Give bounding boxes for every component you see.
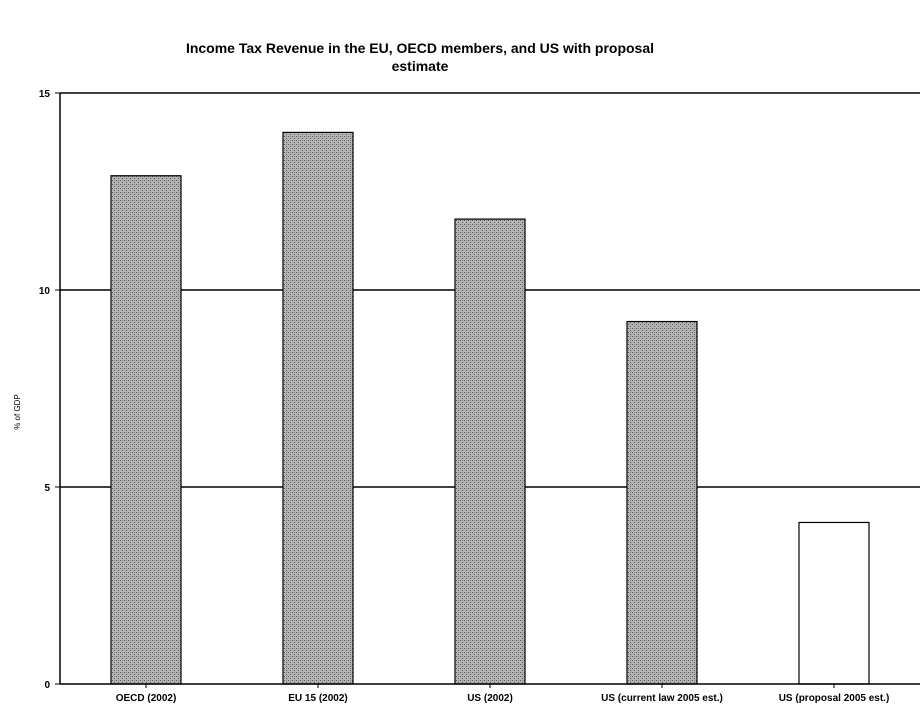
bar-3 — [454, 218, 526, 685]
x-tick-labels: OECD (2002) EU 15 (2002) US (2002) US (curr… — [116, 693, 890, 704]
y-tick-labels: 0 5 10 15 — [39, 89, 51, 691]
x-tick-label-4: US (current law 2005 est.) — [601, 693, 723, 704]
y-tick-label-5: 5 — [44, 483, 50, 494]
y-tick-label-0: 0 — [44, 680, 50, 691]
x-tick-label-1: OECD (2002) — [116, 693, 177, 704]
x-tick-label-5: US (proposal 2005 est.) — [779, 693, 890, 704]
axes — [55, 92, 920, 688]
y-tick-label-15: 15 — [39, 89, 51, 100]
y-axis-label: % of GDP — [13, 394, 22, 430]
bars — [110, 131, 870, 685]
bar-4 — [626, 320, 698, 685]
chart-title-line2: estimate — [392, 58, 449, 74]
bar-1 — [110, 175, 182, 685]
bar-5 — [798, 521, 870, 685]
bar-2 — [282, 131, 354, 685]
x-tick-label-3: US (2002) — [467, 693, 513, 704]
y-tick-label-10: 10 — [39, 286, 51, 297]
chart-title-line1: Income Tax Revenue in the EU, OECD membe… — [186, 40, 654, 56]
x-tick-label-2: EU 15 (2002) — [288, 693, 347, 704]
